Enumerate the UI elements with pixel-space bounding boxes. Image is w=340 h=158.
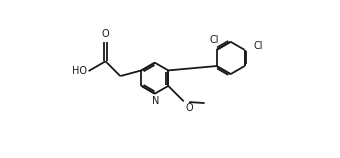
Text: Cl: Cl: [253, 42, 262, 52]
Text: HO: HO: [72, 66, 87, 76]
Text: O: O: [102, 29, 109, 39]
Text: N: N: [152, 96, 159, 106]
Text: Cl: Cl: [209, 36, 219, 46]
Text: O: O: [185, 103, 193, 113]
